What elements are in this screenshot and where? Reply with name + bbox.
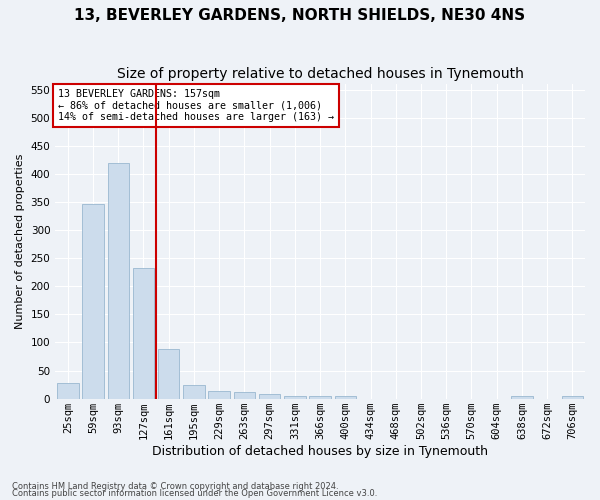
Bar bbox=[57, 384, 79, 398]
Text: Contains public sector information licensed under the Open Government Licence v3: Contains public sector information licen… bbox=[12, 490, 377, 498]
Bar bbox=[310, 396, 331, 398]
Bar bbox=[511, 396, 533, 398]
Text: 13, BEVERLEY GARDENS, NORTH SHIELDS, NE30 4NS: 13, BEVERLEY GARDENS, NORTH SHIELDS, NE3… bbox=[74, 8, 526, 22]
Bar bbox=[562, 396, 583, 398]
Bar bbox=[259, 394, 280, 398]
Bar bbox=[82, 204, 104, 398]
X-axis label: Distribution of detached houses by size in Tynemouth: Distribution of detached houses by size … bbox=[152, 444, 488, 458]
Bar bbox=[107, 162, 129, 398]
Bar bbox=[183, 385, 205, 398]
Text: Contains HM Land Registry data © Crown copyright and database right 2024.: Contains HM Land Registry data © Crown c… bbox=[12, 482, 338, 491]
Bar bbox=[133, 268, 154, 398]
Bar bbox=[158, 349, 179, 399]
Text: 13 BEVERLEY GARDENS: 157sqm
← 86% of detached houses are smaller (1,006)
14% of : 13 BEVERLEY GARDENS: 157sqm ← 86% of det… bbox=[58, 89, 334, 122]
Bar bbox=[208, 391, 230, 398]
Bar bbox=[284, 396, 305, 398]
Bar bbox=[335, 396, 356, 398]
Bar bbox=[233, 392, 255, 398]
Title: Size of property relative to detached houses in Tynemouth: Size of property relative to detached ho… bbox=[116, 68, 524, 82]
Y-axis label: Number of detached properties: Number of detached properties bbox=[15, 154, 25, 329]
